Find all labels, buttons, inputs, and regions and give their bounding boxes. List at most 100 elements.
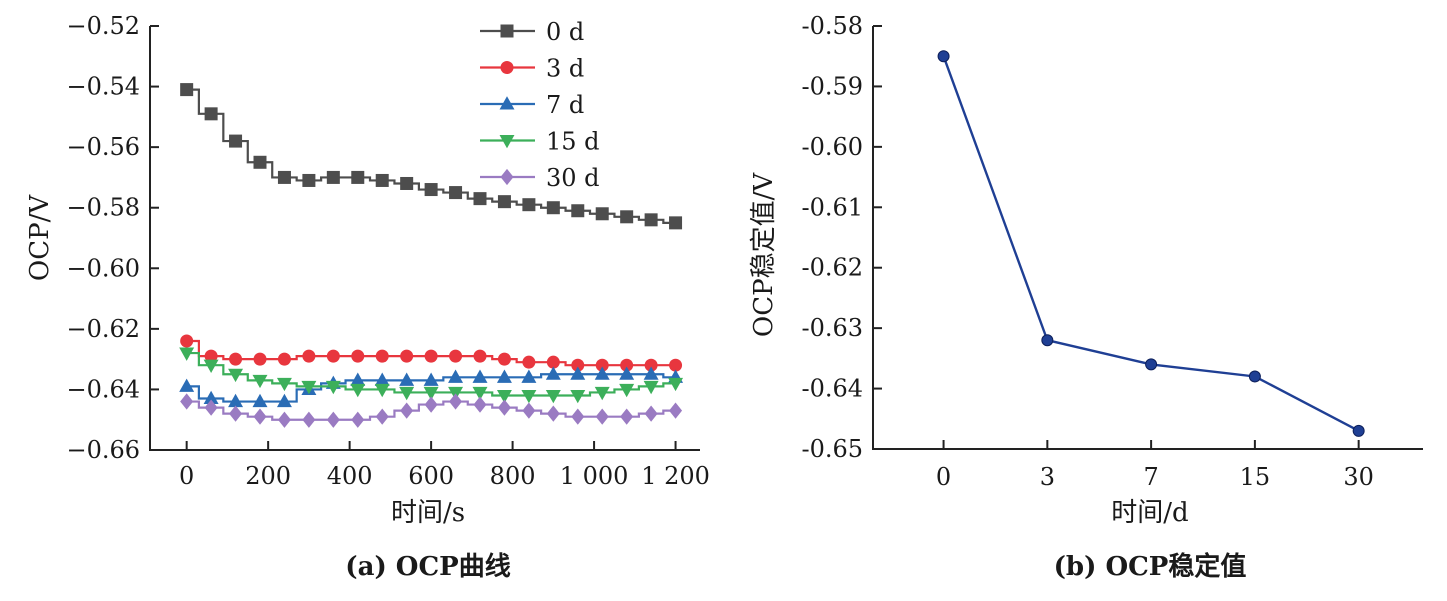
chart-a-data-point — [302, 411, 316, 428]
chart-a-data-point — [594, 366, 610, 380]
chart-a-legend-marker — [499, 134, 515, 149]
chart-b-ocp-stable-values: -0.58 -0.59 -0.60 -0.61 -0.62 -0.63 -0.64 -0.65… — [749, 12, 1423, 582]
chart-a-legend-marker — [499, 96, 515, 110]
chart-a-data-point — [423, 386, 439, 401]
chart-a-data-point — [643, 366, 659, 380]
chart-a-axes: −0.52 −0.54 −0.56 −0.58 −0.60 −0.62 −0.64 −0.66… — [66, 12, 709, 490]
chart-a-data-point — [325, 380, 341, 395]
chart-a-series — [179, 83, 684, 428]
chart-a-data-point — [546, 355, 560, 369]
chart-a-data-point — [252, 393, 268, 408]
chart-b-y-tick-label: -0.59 — [801, 72, 863, 100]
chart-a-data-point — [545, 366, 561, 380]
chart-b-y-tick-label: -0.61 — [801, 193, 863, 221]
chart-b-data-point — [937, 50, 950, 63]
chart-b-x-tick-label: 15 — [1240, 463, 1271, 491]
chart-a-data-point — [497, 195, 511, 209]
chart-a-data-point — [522, 198, 536, 212]
chart-a-legend-marker — [500, 24, 514, 38]
chart-a-data-point — [424, 349, 438, 363]
chart-a-data-point — [619, 383, 635, 398]
chart-a-data-point — [521, 369, 537, 383]
chart-a-data-point — [449, 186, 463, 200]
chart-a-data-point — [546, 405, 560, 422]
chart-a-data-point — [620, 408, 634, 425]
chart-a-legend-label: 30 d — [546, 164, 600, 192]
chart-b-x-tick-label: 0 — [936, 463, 951, 491]
chart-a-data-point — [374, 383, 390, 398]
chart-b-x-axis-title: 时间/d — [1111, 498, 1188, 528]
chart-a-data-point — [448, 369, 464, 383]
chart-a-data-point — [228, 393, 244, 408]
chart-b-y-tick-label: -0.58 — [801, 12, 863, 40]
chart-b-data-point — [1041, 334, 1054, 347]
chart-a-x-tick-label: 200 — [245, 462, 291, 490]
chart-a-data-point — [399, 372, 415, 386]
chart-a-data-point — [277, 411, 291, 428]
chart-a-data-point — [424, 396, 438, 413]
chart-a-legend-marker — [500, 61, 514, 74]
chart-a-data-point — [180, 334, 194, 348]
chart-a-data-point — [400, 402, 414, 419]
chart-a-y-axis-title: OCP/V — [25, 194, 55, 281]
chart-a-ocp-curves: −0.52 −0.54 −0.56 −0.58 −0.60 −0.62 −0.64 −0.66… — [25, 12, 710, 582]
chart-a-data-point — [644, 358, 658, 372]
chart-a-data-point — [326, 411, 340, 428]
chart-a-x-tick-label: 1 200 — [641, 462, 710, 490]
chart-a-data-point — [449, 349, 463, 363]
chart-a-data-point — [253, 155, 267, 169]
chart-a-data-point — [204, 399, 218, 416]
chart-b-y-tick-label: -0.63 — [801, 314, 863, 342]
chart-a-data-point — [620, 358, 634, 372]
chart-a-legend: 0 d 3 d 7 d 15 d 30 d — [480, 18, 600, 192]
chart-a-data-point — [351, 411, 365, 428]
chart-a-data-point — [180, 393, 194, 410]
chart-a-y-tick-label: −0.60 — [66, 254, 140, 282]
chart-a-legend-label: 3 d — [546, 55, 584, 83]
chart-a-data-point — [253, 352, 267, 366]
chart-a-data-point — [277, 170, 291, 184]
chart-a-data-point — [570, 366, 586, 380]
chart-a-axis-line — [149, 26, 700, 451]
chart-a-data-point — [203, 359, 219, 373]
chart-a-data-point — [472, 386, 488, 401]
chart-a-data-point — [302, 173, 316, 187]
chart-a-data-point — [229, 134, 243, 148]
chart-a-data-point — [276, 377, 292, 392]
chart-a-data-point — [228, 368, 244, 383]
chart-a-legend-label: 7 d — [546, 91, 584, 119]
chart-b-y-axis-title: OCP稳定值/V — [749, 172, 779, 337]
chart-b-axes: -0.58 -0.59 -0.60 -0.61 -0.62 -0.63 -0.64 -0.65… — [801, 12, 1423, 491]
chart-a-x-axis-title: 时间/s — [391, 498, 465, 528]
chart-a-data-point — [424, 183, 438, 197]
chart-a-data-point — [668, 377, 684, 392]
chart-a-data-point — [351, 170, 365, 184]
chart-a-data-point — [400, 349, 414, 363]
chart-a-data-point — [522, 355, 536, 369]
chart-a-data-point — [644, 405, 658, 422]
chart-a-data-point — [619, 366, 635, 380]
chart-a-data-point — [400, 176, 414, 190]
chart-a-data-point — [399, 386, 415, 401]
chart-a-caption: (a) OCP曲线 — [345, 552, 510, 582]
chart-a-data-point — [521, 389, 537, 404]
chart-a-data-point — [473, 349, 487, 363]
chart-a-data-point — [375, 408, 389, 425]
chart-a-data-point — [375, 349, 389, 363]
chart-a-data-point — [351, 349, 365, 363]
chart-a-data-point — [204, 107, 218, 121]
chart-a-data-point — [350, 372, 366, 386]
chart-a-data-point — [253, 408, 267, 425]
chart-a-data-point — [204, 349, 218, 363]
chart-a-data-point — [326, 170, 340, 184]
chart-a-data-point — [496, 389, 512, 404]
chart-b-x-tick-label: 7 — [1143, 463, 1158, 491]
chart-a-data-point — [669, 358, 683, 372]
chart-a-data-point — [302, 349, 316, 363]
chart-b-caption: (b) OCP稳定值 — [1054, 551, 1247, 582]
chart-a-data-point — [229, 352, 243, 366]
chart-b-series-line — [942, 55, 1360, 432]
chart-a-data-point — [277, 352, 291, 366]
chart-b-x-tick-label: 30 — [1343, 463, 1374, 491]
chart-b-y-tick-label: -0.62 — [801, 254, 863, 282]
